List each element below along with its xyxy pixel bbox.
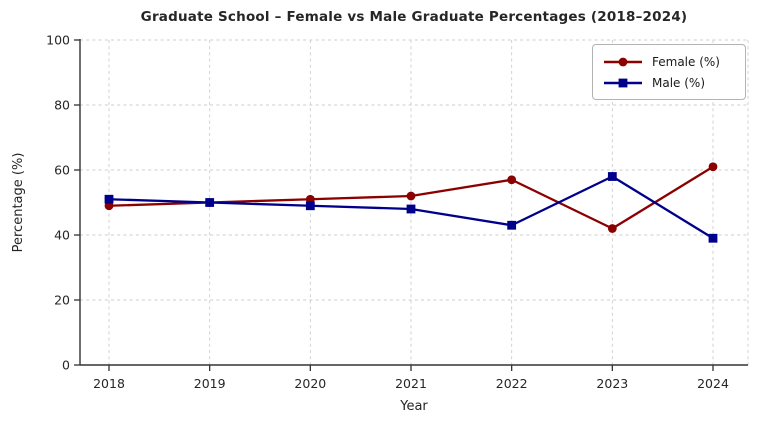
x-tick-label: 2023 — [596, 376, 628, 391]
x-axis-label: Year — [399, 399, 428, 414]
female-marker — [406, 191, 416, 201]
x-tick-label: 2019 — [194, 376, 226, 391]
x-tick-label: 2022 — [496, 376, 528, 391]
legend: Female (%) Male (%) — [592, 44, 746, 100]
legend-item-female: Female (%) — [603, 52, 735, 71]
male-series-swatch-icon — [604, 78, 642, 87]
x-tick-label: 2024 — [697, 376, 729, 391]
y-axis-label: Percentage (%) — [11, 153, 26, 253]
female-marker — [708, 162, 718, 172]
male-swatch-marker — [618, 78, 628, 87]
chart-title: Graduate School – Female vs Male Graduat… — [140, 9, 688, 25]
y-tick-label: 40 — [54, 228, 70, 243]
y-tick-label: 100 — [46, 33, 70, 48]
female-marker — [507, 175, 517, 185]
x-tick-label: 2020 — [294, 376, 326, 391]
x-tick-label: 2018 — [93, 376, 125, 391]
male-marker — [406, 204, 416, 214]
legend-item-male: Male (%) — [603, 73, 735, 92]
female-swatch-marker — [618, 57, 628, 66]
y-tick-label: 0 — [62, 358, 70, 373]
legend-label-female: Female (%) — [652, 54, 720, 69]
male-marker — [708, 233, 718, 243]
male-marker — [607, 172, 617, 181]
male-marker — [507, 220, 517, 230]
male-marker — [305, 201, 315, 211]
female-series-swatch-icon — [604, 57, 642, 66]
y-tick-label: 20 — [54, 293, 70, 308]
y-tick-label: 60 — [54, 163, 70, 178]
female-marker — [607, 224, 617, 233]
male-marker — [104, 194, 114, 204]
legend-label-male: Male (%) — [652, 75, 706, 90]
y-tick-label: 80 — [54, 98, 70, 113]
male-marker — [205, 198, 215, 207]
x-tick-label: 2021 — [395, 376, 427, 391]
